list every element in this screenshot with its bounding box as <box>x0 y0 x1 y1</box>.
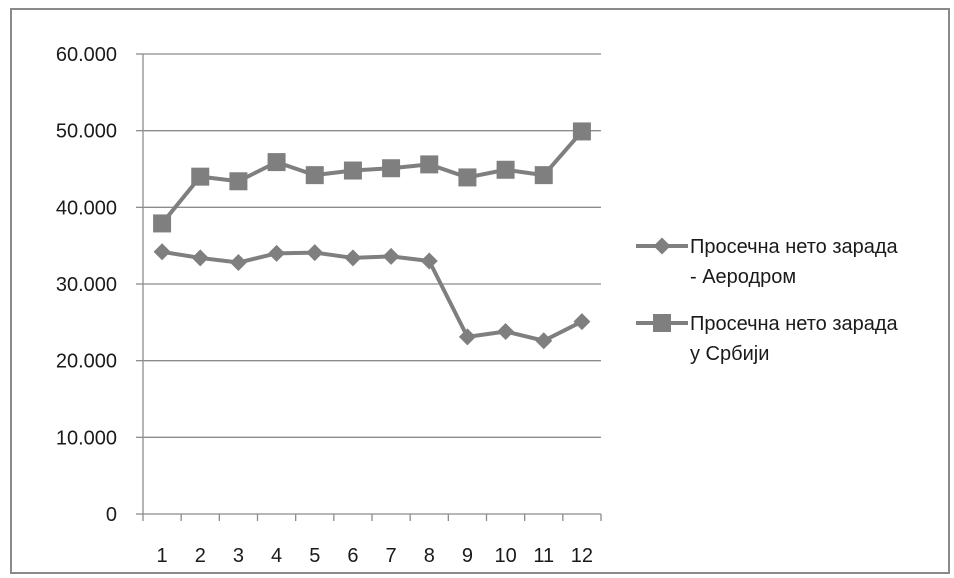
legend-marker-diamond <box>653 237 671 255</box>
marker-diamond-3 <box>229 254 247 272</box>
marker-square-9 <box>458 168 477 187</box>
marker-square-6 <box>343 161 362 180</box>
marker-diamond-12 <box>573 313 591 331</box>
marker-square-4 <box>267 153 286 172</box>
marker-diamond-11 <box>535 332 553 350</box>
marker-diamond-2 <box>191 249 209 267</box>
x-tick-label-8: 8 <box>424 545 435 567</box>
marker-square-7 <box>382 159 401 178</box>
marker-square-8 <box>420 155 439 174</box>
legend-label-line1-square: Просечна нето зарада <box>690 313 899 335</box>
y-tick-labels: 0 10.000 20.000 30.000 40.000 50.000 60.000 <box>56 44 117 526</box>
x-tick-label-11: 11 <box>533 545 554 567</box>
marker-diamond-1 <box>153 243 171 261</box>
marker-square-10 <box>496 160 515 179</box>
x-tick-label-2: 2 <box>195 545 206 567</box>
y-tick-label-3: 30.000 <box>56 274 117 296</box>
marker-diamond-7 <box>382 247 400 265</box>
y-tick-label-1: 10.000 <box>56 427 117 449</box>
legend: Просечна нето зарада - Аеродром Просечна н… <box>636 236 899 365</box>
marker-square-11 <box>534 166 553 185</box>
chart-frame <box>10 8 950 574</box>
series-line-square <box>160 130 584 225</box>
legend-label-line2-diamond: - Аеродром <box>690 266 796 288</box>
marker-square-5 <box>305 166 324 185</box>
x-tick-label-7: 7 <box>386 545 397 567</box>
x-tick-label-12: 12 <box>571 545 593 567</box>
axes <box>136 53 602 521</box>
marker-diamond-5 <box>306 244 324 262</box>
series-layer <box>153 122 591 350</box>
x-tick-labels: 1 2 3 4 5 6 7 8 9 10 11 12 <box>157 545 594 567</box>
x-tick-label-1: 1 <box>157 545 168 567</box>
y-tick-label-5: 50.000 <box>56 121 117 143</box>
marker-square-12 <box>572 122 591 141</box>
marker-diamond-6 <box>344 249 362 267</box>
marker-diamond-8 <box>420 252 438 270</box>
x-tick-label-3: 3 <box>233 545 244 567</box>
x-tick-label-5: 5 <box>309 545 320 567</box>
y-tick-label-6: 60.000 <box>56 44 117 66</box>
x-tick-label-6: 6 <box>347 545 358 567</box>
x-tick-label-9: 9 <box>462 545 473 567</box>
marker-square-3 <box>229 172 248 191</box>
y-tick-label-4: 40.000 <box>56 197 117 219</box>
legend-label-line2-square: у Србији <box>690 343 769 365</box>
marker-diamond-9 <box>458 328 476 346</box>
legend-marker-square <box>653 314 671 332</box>
marker-diamond-4 <box>268 244 286 262</box>
x-tick-label-4: 4 <box>271 545 282 567</box>
y-tick-label-2: 20.000 <box>56 351 117 373</box>
x-tick-label-10: 10 <box>494 545 516 567</box>
grid-lines <box>143 53 601 438</box>
marker-square-1 <box>153 214 172 233</box>
marker-diamond-10 <box>497 323 515 341</box>
legend-label-line1-diamond: Просечна нето зарада <box>690 236 899 258</box>
y-tick-label-0: 0 <box>106 504 117 526</box>
series-line-diamond <box>161 249 583 343</box>
marker-square-2 <box>191 167 210 186</box>
